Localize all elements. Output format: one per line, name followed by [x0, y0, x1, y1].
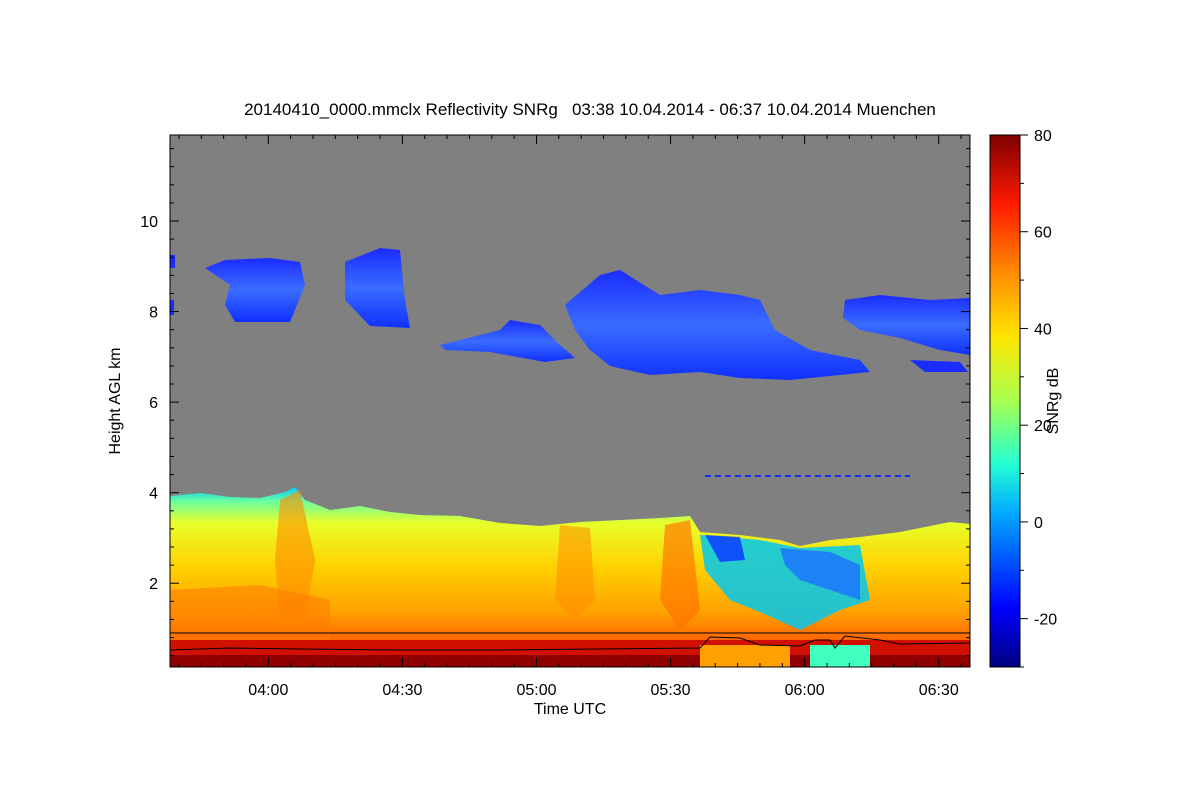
x-tick-label: 04:00: [248, 682, 288, 699]
x-tick-label: 06:00: [785, 682, 825, 699]
x-axis-label: Time UTC: [534, 701, 606, 718]
convective-plume: [275, 490, 315, 620]
x-tick-label: 05:30: [651, 682, 691, 699]
colorbar-label: SNRg dB: [1045, 368, 1062, 435]
upper-cloud-echo: [345, 248, 410, 328]
convective-plume: [555, 525, 595, 620]
x-tick-label: 04:30: [382, 682, 422, 699]
colorbar-tick-label: -20: [1034, 612, 1057, 629]
convective-plume: [170, 585, 330, 640]
y-tick-label: 10: [140, 214, 158, 231]
upper-cloud-echo: [205, 258, 305, 322]
chart-title: 20140410_0000.mmclx Reflectivity SNRg 03…: [244, 100, 936, 119]
colorbar-axis: -20 0 20 40 60 80: [1020, 128, 1057, 668]
colorbar-tick-label: 0: [1034, 515, 1043, 532]
x-axis: 04:00 04:30 05:00 05:30 06:00 06:30: [178, 135, 962, 699]
y-tick-label: 4: [149, 486, 158, 503]
upper-cloud-echo: [170, 255, 175, 268]
convective-plume: [660, 520, 700, 630]
y-axis: 2 4 6 8 10: [140, 148, 970, 657]
cloud-base-trace: [170, 635, 970, 651]
upper-cloud-echo: [170, 300, 174, 315]
upper-cloud-echo: [910, 360, 968, 372]
surface-gap-cyan: [810, 645, 870, 667]
weak-echo-streak: [705, 535, 745, 562]
colorbar-tick-label: 40: [1034, 321, 1052, 338]
x-tick-label: 06:30: [919, 682, 959, 699]
plot-frame: [169, 134, 971, 668]
upper-cloud-echo: [440, 320, 575, 362]
colorbar-tick-label: 80: [1034, 128, 1052, 145]
colorbar: [989, 134, 1021, 668]
upper-cloud-echo: [565, 270, 870, 380]
y-tick-label: 6: [149, 395, 158, 412]
plot-area: [170, 135, 970, 667]
colorbar-tick-label: 60: [1034, 225, 1052, 242]
surface-gap: [700, 645, 790, 667]
y-tick-label: 8: [149, 305, 158, 322]
weak-echo-core: [780, 548, 860, 600]
y-axis-label: Height AGL km: [107, 347, 124, 454]
upper-cloud-echo: [843, 295, 970, 355]
colorbar-tick-label: 20: [1034, 418, 1052, 435]
y-tick-label: 2: [149, 576, 158, 593]
x-tick-label: 05:00: [516, 682, 556, 699]
